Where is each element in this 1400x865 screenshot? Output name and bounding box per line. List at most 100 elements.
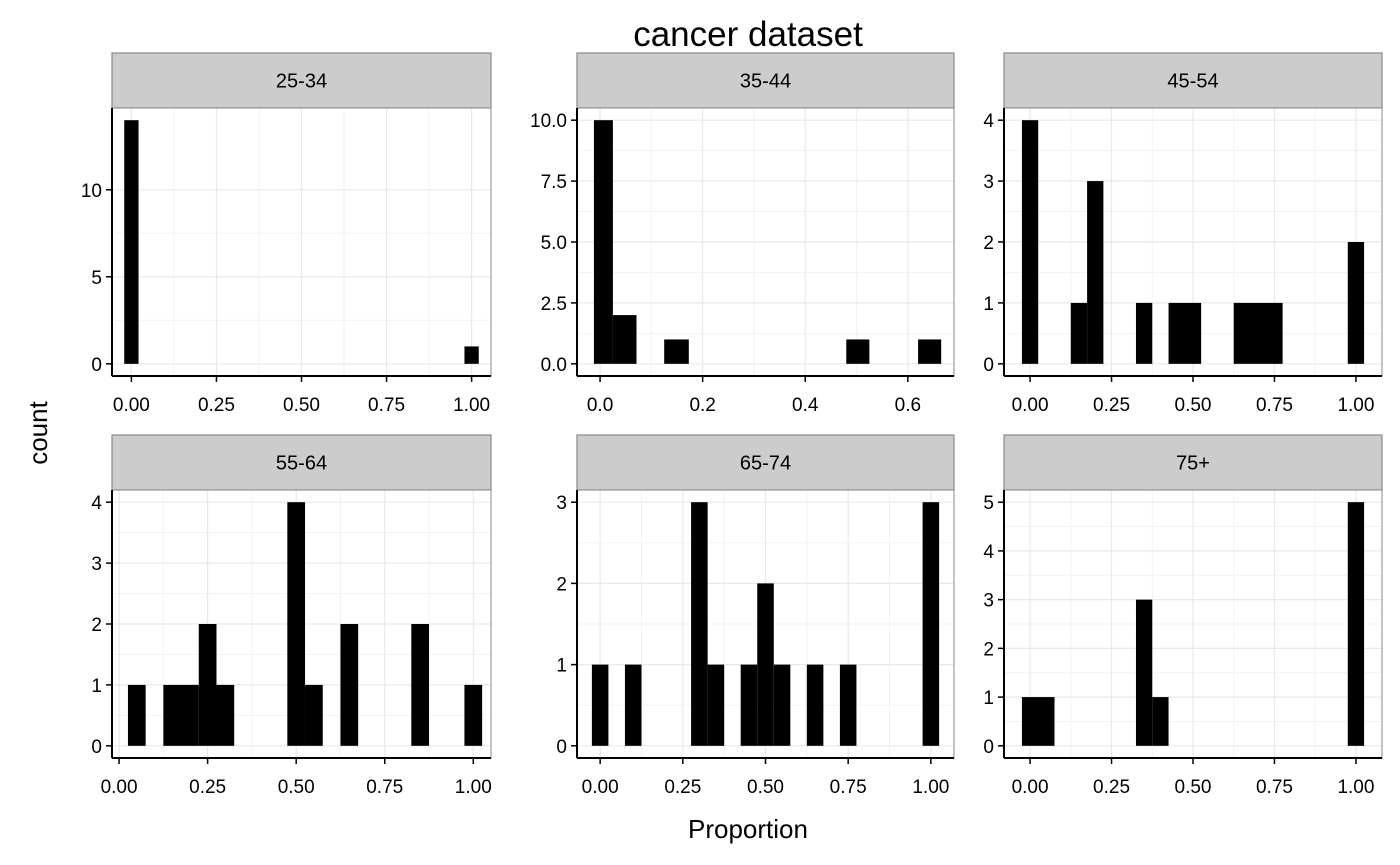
y-axis-title: count [23,400,53,464]
x-tick-label: 0.4 [792,395,819,416]
x-tick-label: 0.00 [582,777,619,798]
y-tick-label: 0.0 [541,355,567,376]
facet-strip [576,52,955,109]
x-tick-label: 0.25 [1093,395,1130,416]
x-tick-label: 0.75 [1256,777,1293,798]
histogram-bar [593,120,613,364]
facet-strip-label: 55-64 [276,453,327,475]
histogram-bar [1168,302,1202,364]
facet-strip [111,434,492,491]
histogram-bar [305,684,323,746]
y-tick-label: 2 [556,574,567,595]
y-tick-label: 1 [983,294,994,315]
histogram-bar [340,624,359,746]
x-tick-label: 0.6 [895,395,921,416]
histogram-bar [612,315,637,364]
x-tick-label: 0.25 [198,395,235,416]
histogram-bar [691,502,708,746]
histogram-bar [464,346,479,364]
histogram-bar [740,664,758,746]
y-tick-label: 2 [91,615,102,636]
x-tick-label: 0.75 [368,395,405,416]
histogram-bar [1021,120,1039,364]
y-tick-label: 1 [91,676,102,697]
histogram-bar [124,120,139,364]
x-tick-label: 0.25 [1093,777,1130,798]
histogram-bar [1021,697,1055,746]
histogram-bar [1070,302,1088,364]
histogram-bar [287,502,306,746]
y-tick-label: 2 [983,639,994,660]
histogram-bar [846,339,870,364]
x-tick-label: 0.0 [587,395,613,416]
facet-panel-35-44: 35-44 0.0 2.5 5.0 7.5 10.0 0.0 0.2 0.4 0.6 [530,52,955,416]
histogram-bar [591,664,609,746]
facet-strip-label: 35-44 [740,71,791,93]
histogram-bar [922,502,940,746]
y-tick-label: 1 [983,688,994,709]
facet-panel-65-74: 65-74 0 1 2 3 0.00 0.25 0.50 0.75 1.00 [556,434,955,798]
x-tick-label: 1.00 [1337,395,1374,416]
y-tick-label: 0 [556,737,567,758]
y-tick-label: 0 [983,355,994,376]
histogram-bar [163,684,199,746]
facet-strip-label: 25-34 [276,71,327,93]
x-tick-label: 0.25 [664,777,701,798]
facet-strip [576,434,955,491]
histogram-bar [198,624,217,746]
histogram-bar [1087,181,1104,364]
x-tick-label: 0.50 [278,777,315,798]
x-tick-label: 1.00 [455,777,492,798]
histogram-bar [1152,697,1169,746]
facet-strip [1003,52,1383,109]
x-tick-label: 0.50 [747,777,784,798]
y-tick-label: 5 [91,268,102,289]
histogram-bar [1347,242,1365,364]
histogram-bar [1233,302,1283,364]
histogram-bar [1347,502,1365,746]
y-tick-label: 2.5 [541,294,567,315]
histogram-bar [707,664,725,746]
facet-panel-55-64: 55-64 0 1 2 3 4 0.00 0.25 0.50 0.75 1.00 [91,434,492,798]
y-tick-label: 3 [91,554,102,575]
histogram-bar [918,339,942,364]
y-tick-label: 3 [983,591,994,612]
x-tick-label: 0.00 [1012,777,1049,798]
histogram-bar [806,664,824,746]
y-tick-label: 2 [983,233,994,254]
facet-strip-label: 45-54 [1167,71,1218,93]
histogram-bar [127,684,146,746]
histogram-bar [757,583,774,746]
x-tick-label: 1.00 [453,395,490,416]
histogram-bar [839,664,857,746]
facet-strip-label: 65-74 [740,453,791,475]
y-tick-label: 5 [983,493,994,514]
x-tick-label: 0.00 [113,395,150,416]
histogram-bar [773,664,791,746]
y-tick-label: 3 [983,172,994,193]
y-tick-label: 4 [91,493,102,514]
y-tick-label: 4 [983,542,994,563]
x-tick-label: 1.00 [1337,777,1374,798]
facet-strip-label: 75+ [1176,453,1210,475]
facet-panel-45-54: 45-54 0 1 2 3 4 0.00 0.25 0.50 0.75 1.00 [983,52,1383,416]
histogram-bar [624,664,642,746]
x-tick-label: 0.75 [830,777,867,798]
y-tick-label: 5.0 [541,233,567,254]
histogram-bar [1135,599,1153,746]
y-tick-label: 7.5 [541,172,567,193]
facet-panel-25-34: 25-34 0 5 10 0.00 0.25 0.50 0.75 1.00 [81,52,492,416]
x-tick-label: 0.75 [1256,395,1293,416]
x-tick-label: 0.75 [366,777,403,798]
facet-strip [111,52,492,109]
facet-panel-75+: 75+ 0 1 2 3 4 5 0.00 0.25 0.50 0.75 1.00 [983,434,1383,798]
x-axis-title: Proportion [688,814,808,844]
y-tick-label: 1 [556,656,567,677]
histogram-bar [411,624,430,746]
x-tick-label: 0.00 [1012,395,1049,416]
x-tick-label: 0.25 [189,777,226,798]
x-tick-label: 0.2 [689,395,715,416]
x-tick-label: 0.50 [283,395,320,416]
